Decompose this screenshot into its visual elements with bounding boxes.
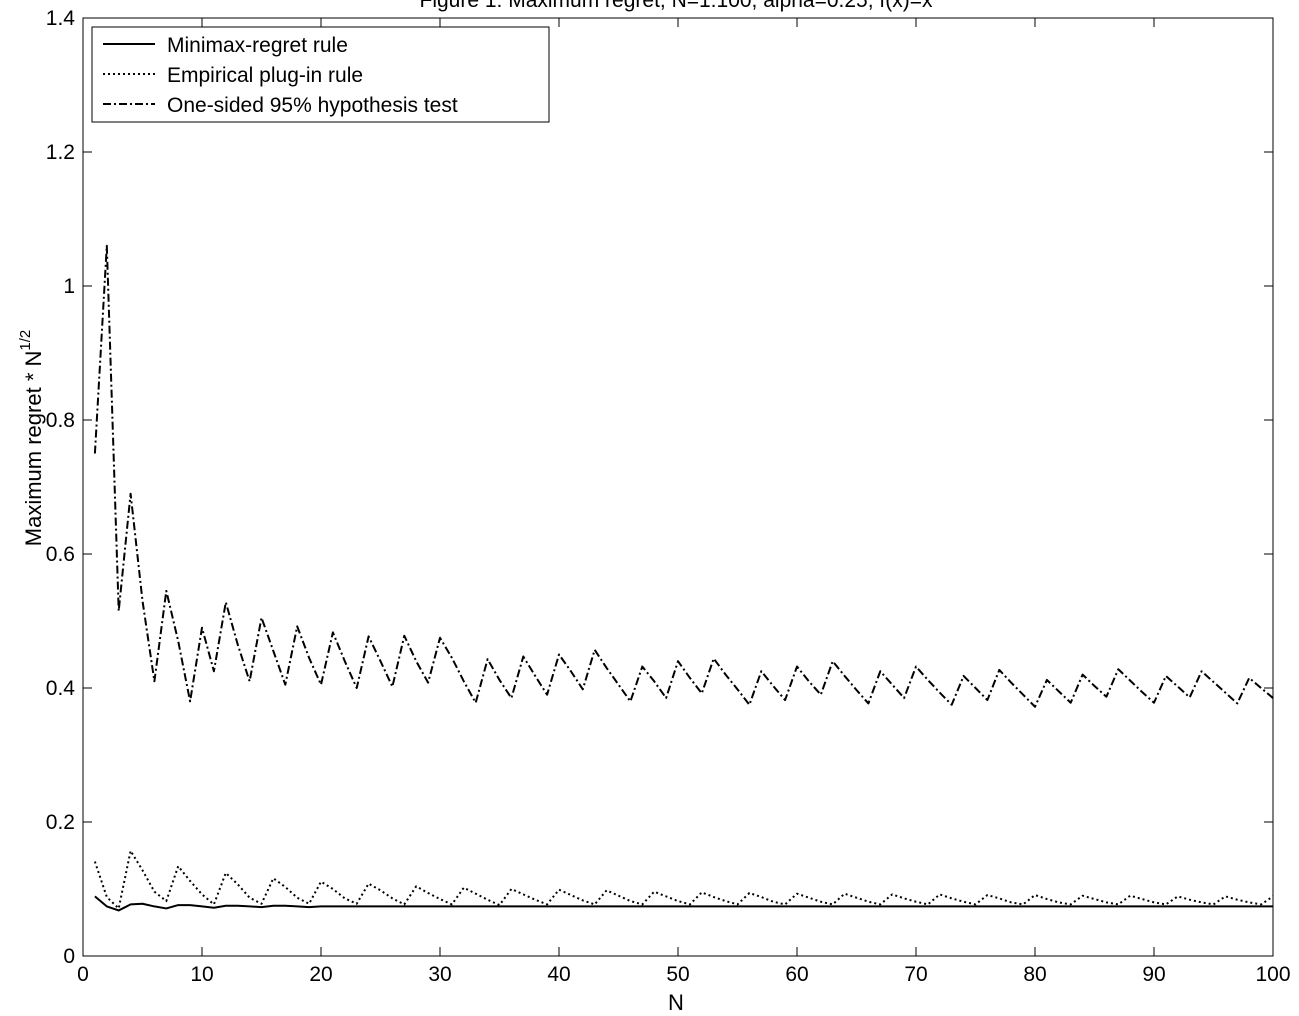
y-tick-label: 0.4 bbox=[46, 677, 76, 700]
legend: Minimax-regret rule Empirical plug-in ru… bbox=[91, 26, 550, 123]
legend-label-empirical: Empirical plug-in rule bbox=[167, 64, 363, 87]
y-axis-label-main: Maximum regret * N bbox=[21, 351, 46, 547]
series-empirical-plugin-line bbox=[93, 849, 1274, 910]
y-tick-label: 1.2 bbox=[46, 141, 75, 164]
y-tick-label: 1.4 bbox=[46, 7, 76, 30]
y-tick-label: 0.8 bbox=[46, 409, 75, 432]
x-tick-label: 100 bbox=[1255, 963, 1290, 986]
y-axis-label-superscript: 1/2 bbox=[17, 330, 34, 351]
y-tick-label: 0.2 bbox=[46, 811, 75, 834]
plot-area bbox=[93, 244, 1274, 912]
x-tick-label: 10 bbox=[190, 963, 213, 986]
x-tick-label: 70 bbox=[904, 963, 927, 986]
legend-label-hypothesis: One-sided 95% hypothesis test bbox=[167, 94, 458, 117]
series-hypothesis-test-line bbox=[93, 244, 1274, 708]
chart-title: Figure 1: Maximum regret, N=1:100, alpha… bbox=[420, 0, 933, 12]
x-axis-label: N bbox=[668, 990, 684, 1015]
x-axis: 0 10 20 30 40 50 60 70 80 90 100 bbox=[77, 18, 1291, 986]
y-tick-label: 1 bbox=[63, 275, 75, 298]
y-tick-label: 0.6 bbox=[46, 543, 75, 566]
series-minimax-regret-line bbox=[94, 895, 1273, 912]
x-tick-label: 80 bbox=[1023, 963, 1046, 986]
x-tick-label: 30 bbox=[428, 963, 451, 986]
y-axis: 0 0.2 0.4 0.6 0.8 1 1.2 1.4 bbox=[46, 7, 1273, 968]
x-tick-label: 60 bbox=[785, 963, 808, 986]
svg-text:Maximum regret * N1/2: Maximum regret * N1/2 bbox=[17, 330, 46, 546]
x-tick-label: 50 bbox=[666, 963, 689, 986]
y-axis-label: Maximum regret * N1/2 bbox=[17, 330, 46, 546]
x-tick-label: 0 bbox=[77, 963, 89, 986]
legend-label-minimax: Minimax-regret rule bbox=[167, 34, 348, 57]
x-tick-label: 40 bbox=[547, 963, 570, 986]
x-tick-label: 90 bbox=[1142, 963, 1165, 986]
y-tick-label: 0 bbox=[63, 945, 75, 968]
x-tick-label: 20 bbox=[309, 963, 332, 986]
legend-box bbox=[91, 26, 550, 123]
